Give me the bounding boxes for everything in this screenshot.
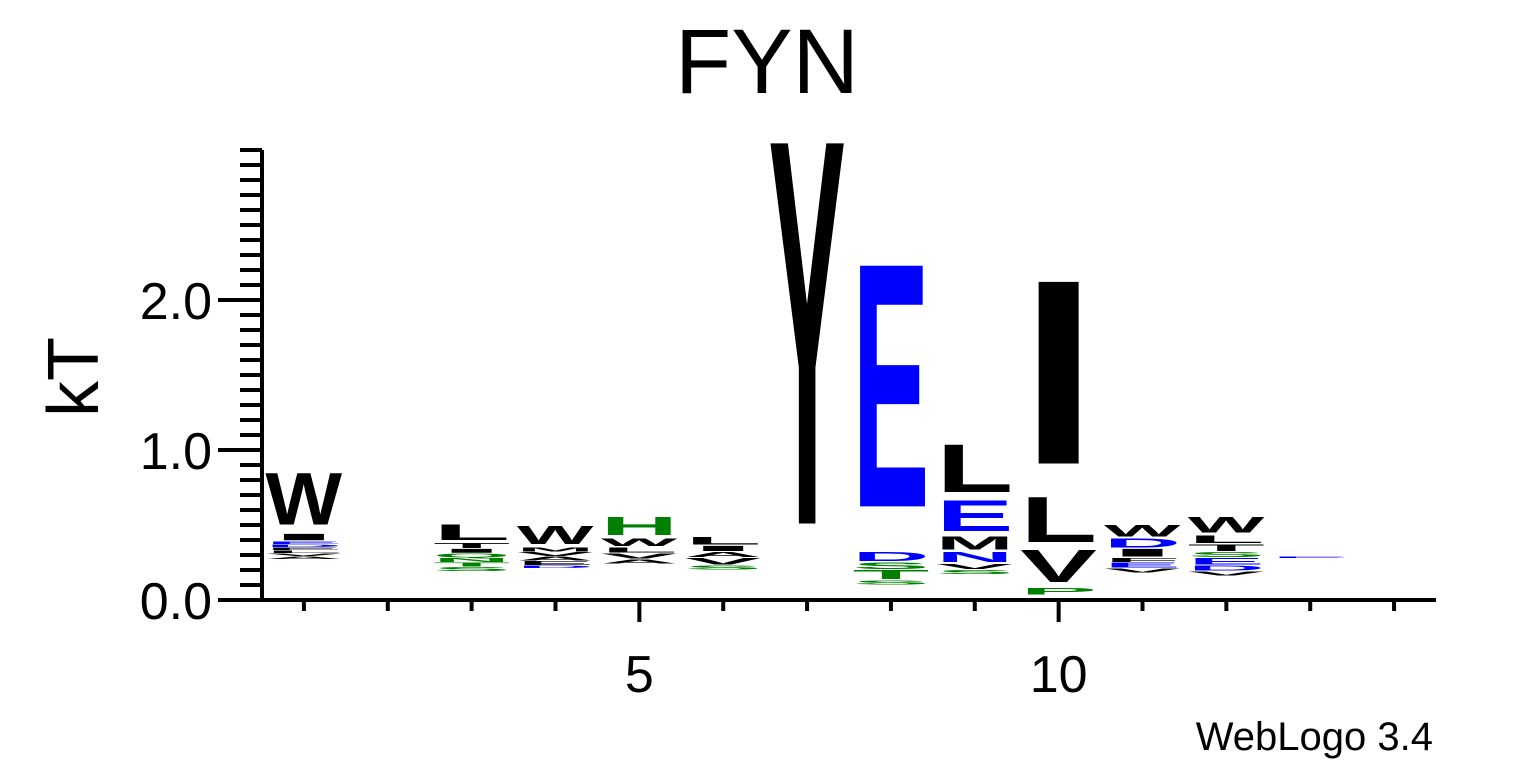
- logo-letter-L: L: [1020, 484, 1097, 557]
- logo-letter-L: L: [685, 534, 762, 546]
- x-tick-label: 5: [625, 646, 654, 704]
- logo-letter-E: E: [517, 560, 594, 566]
- logo-letter-N: N: [936, 549, 1013, 566]
- logo-letter-I: I: [1104, 546, 1181, 559]
- logo-letter-W: W: [1104, 521, 1182, 540]
- logo-letter-S: S: [852, 561, 929, 571]
- logo-letter-N: N: [433, 557, 510, 563]
- logo-letter-W: W: [1188, 512, 1266, 537]
- logo-column-7: Y: [768, 24, 845, 641]
- logo-letter-S: S: [1188, 550, 1265, 558]
- logo-letter-A: A: [517, 555, 594, 561]
- logo-letter-S: S: [433, 566, 510, 572]
- logo-letter-W: W: [517, 520, 594, 549]
- logo-letter-M: M: [517, 546, 594, 552]
- logo-letter-L: L: [1188, 533, 1265, 545]
- logo-letter-T: T: [852, 567, 929, 582]
- x-tick-label: 10: [1030, 646, 1088, 704]
- logo-letter-D: D: [852, 549, 929, 564]
- logo-letter-W: W: [601, 536, 678, 548]
- logo-letter-V: V: [601, 552, 678, 560]
- logo-letter-W: W: [265, 456, 342, 540]
- logo-letter-H: H: [601, 512, 678, 541]
- logo-letter-E: E: [1188, 556, 1265, 566]
- logo-letter-D: D: [1188, 564, 1265, 572]
- logo-letter-Q: Q: [433, 552, 510, 558]
- logo-letter-I: I: [265, 532, 342, 542]
- y-axis-label: kT: [34, 337, 114, 417]
- axes: 0.0 1.0 2.0 5 10: [140, 148, 1436, 704]
- logo-letter-A: A: [685, 550, 762, 558]
- logo-letter-F: F: [1104, 557, 1181, 563]
- logo-letter-E: E: [936, 491, 1013, 541]
- logo-letter-E: E: [265, 547, 342, 551]
- logo-letter-V: V: [265, 553, 342, 557]
- logo-letter-L: L: [265, 550, 342, 554]
- logo-letter-V: V: [1020, 540, 1097, 592]
- logo-letter-L: L: [601, 546, 678, 554]
- logo-letter-M: M: [936, 533, 1013, 554]
- logo-letter-L: L: [433, 520, 510, 545]
- y-tick-label: 0.0: [140, 573, 212, 631]
- logo-letter-A: A: [265, 556, 342, 560]
- logo-letter-V: V: [685, 556, 762, 566]
- weblogo-credit: WebLogo 3.4: [1196, 715, 1433, 759]
- logo-letter-E: E: [852, 191, 929, 582]
- logo-letter-V: V: [517, 551, 594, 557]
- logo-letter-E: E: [1272, 556, 1349, 558]
- logo-letter-V: V: [1104, 567, 1181, 573]
- chart-title: FYN: [675, 11, 859, 113]
- y-tick-label: 1.0: [140, 423, 212, 481]
- logo-letter-T: T: [433, 541, 510, 549]
- logo-letter-A: A: [601, 558, 678, 564]
- logo-letter-V: V: [1188, 570, 1265, 576]
- logo-letter-S: S: [936, 569, 1013, 575]
- logo-letter-D: D: [265, 544, 342, 548]
- logo-column-13: E: [1272, 556, 1349, 558]
- logo-letter-V: V: [936, 562, 1013, 570]
- logo-letter-S: S: [852, 579, 929, 585]
- logo-letter-T: T: [433, 561, 510, 567]
- logo-letter-D: D: [1104, 536, 1181, 551]
- logo-letter-L: L: [936, 430, 1013, 507]
- logo-letter-S: S: [685, 564, 762, 570]
- logo-letter-D: D: [517, 565, 594, 569]
- logo-letter-I: I: [685, 544, 762, 552]
- logo-letter-Y: Y: [768, 24, 845, 641]
- logo-letter-I: I: [1020, 226, 1097, 520]
- logo-letter-T: T: [1188, 542, 1265, 552]
- logo-letter-E: E: [1104, 561, 1181, 569]
- y-tick-label: 2.0: [140, 273, 212, 331]
- logo-letter-I: I: [433, 548, 510, 554]
- logo-letter-P: P: [1020, 586, 1097, 596]
- logo-letter-E: E: [265, 541, 342, 545]
